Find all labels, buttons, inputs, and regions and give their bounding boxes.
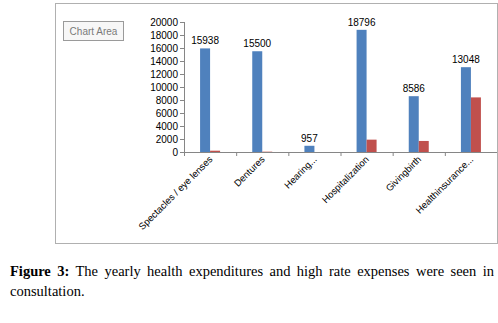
data-label: 15938: [191, 35, 219, 46]
x-tick: [341, 152, 342, 156]
y-tick: [180, 61, 184, 62]
y-tick-label: 2000: [156, 134, 179, 145]
caption-label: Figure 3:: [10, 263, 69, 279]
y-tick-label: 8000: [156, 95, 179, 106]
y-tick: [180, 113, 184, 114]
y-tick-label: 12000: [150, 69, 178, 80]
bar: [304, 146, 314, 152]
caption-text: The yearly health expenditures and high …: [10, 263, 494, 299]
y-tick: [180, 152, 184, 153]
y-tick-label: 20000: [150, 17, 178, 28]
x-tick-label: Spectacles / eye lenses: [136, 153, 215, 232]
y-tick: [180, 139, 184, 140]
y-tick-label: 4000: [156, 121, 179, 132]
data-label: 8586: [403, 83, 426, 94]
chart-area: [56, 4, 498, 244]
bar: [409, 96, 419, 152]
x-tick: [445, 152, 446, 156]
y-tick: [180, 74, 184, 75]
x-tick-label: Healthinsurance...: [413, 154, 475, 216]
y-axis: [184, 22, 185, 152]
y-tick-label: 10000: [150, 82, 178, 93]
y-tick-label: 0: [172, 147, 178, 158]
data-label: 13048: [452, 54, 480, 65]
bar: [314, 152, 324, 153]
stage: Chart Area 0 2000 4000 6000 8000 10000 12000 140…: [0, 0, 498, 323]
y-tick-label: 18000: [150, 30, 178, 41]
y-tick: [180, 87, 184, 88]
y-tick-label: 16000: [150, 43, 178, 54]
bar: [419, 141, 429, 152]
tooltip: Chart Area: [70, 26, 118, 37]
x-tick-label: Givingbirth: [383, 154, 423, 194]
x-tick: [184, 152, 185, 156]
bar: [252, 51, 262, 152]
tooltip-box: [64, 22, 124, 41]
y-tick: [180, 48, 184, 49]
bar: [367, 140, 377, 152]
y-tick: [180, 22, 184, 23]
x-tick: [288, 152, 289, 156]
bar: [461, 67, 471, 152]
x-tick-label: Hospitalization: [320, 154, 371, 205]
bar: [471, 97, 481, 152]
data-label: 15500: [243, 38, 271, 49]
x-tick-label: Hearing...: [282, 154, 319, 191]
data-label: 18796: [348, 17, 376, 28]
bar: [357, 30, 367, 152]
y-tick: [180, 126, 184, 127]
y-tick: [180, 35, 184, 36]
caption: Figure 3: The yearly health expenditures…: [10, 261, 494, 301]
bar: [200, 48, 210, 152]
y-tick: [180, 100, 184, 101]
x-tick: [393, 152, 394, 156]
x-tick: [236, 152, 237, 156]
data-label: 957: [301, 133, 318, 144]
y-tick-label: 14000: [150, 56, 178, 67]
y-tick-label: 6000: [156, 108, 179, 119]
x-tick-label: Dentures: [232, 153, 267, 188]
bars: [200, 30, 481, 152]
bar: [210, 151, 220, 152]
bar: [262, 151, 272, 152]
